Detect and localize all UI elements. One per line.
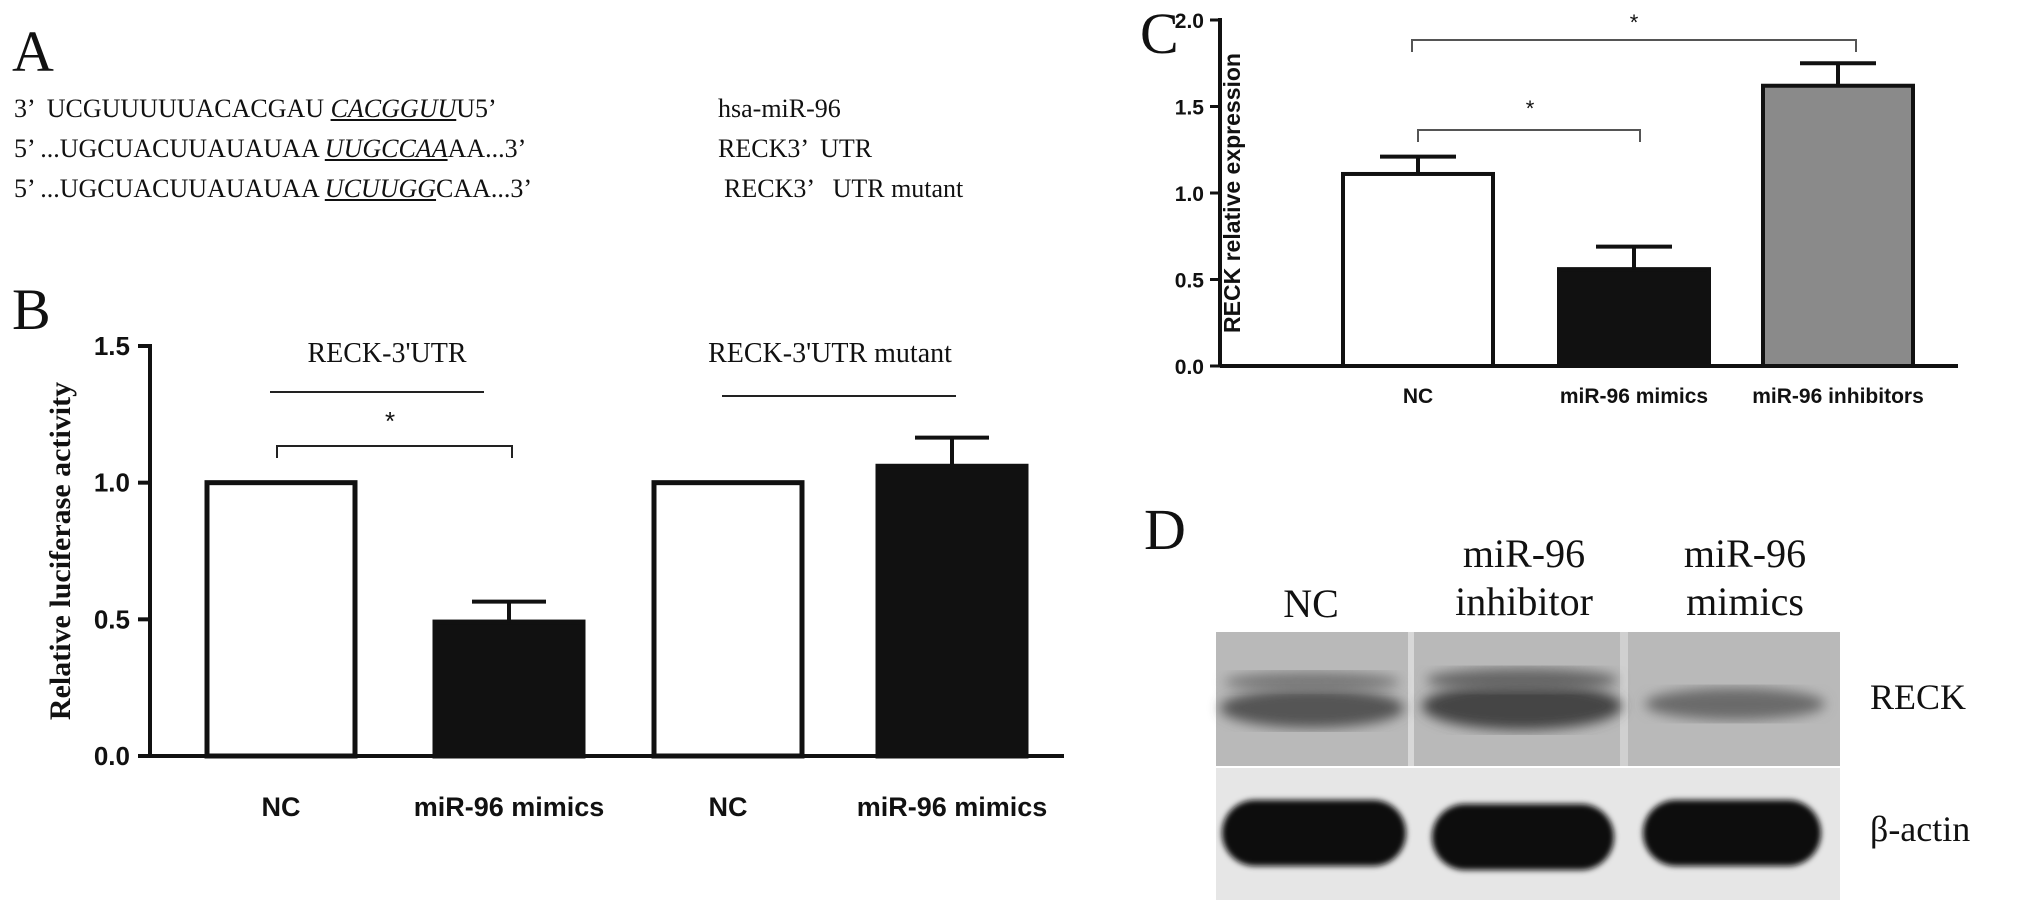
y-tick-label: 0.0 — [94, 741, 130, 771]
actin-bands — [1222, 800, 1821, 870]
luciferase-bar-chart: 0.0 0.5 1.0 1.5 Relative luciferase activity… — [44, 331, 1064, 822]
row-label-actin: β-actin — [1870, 809, 1971, 849]
lane-label-mimics: miR-96 mimics — [1683, 531, 1807, 624]
panel-c-letter: C — [1140, 1, 1179, 66]
sequence-suffix: CAA...3’ — [436, 174, 533, 203]
x-tick-label: miR-96 mimics — [414, 792, 605, 822]
x-tick-label: miR-96 mimics — [1560, 385, 1708, 408]
panel-d-letter: D — [1144, 497, 1186, 562]
y-axis-label: RECK relative expression — [1219, 53, 1245, 333]
y-tick-label: 1.0 — [94, 468, 130, 498]
y-tick-label: 0.0 — [1175, 356, 1204, 379]
row-label-reck: RECK — [1870, 677, 1967, 717]
lane-label-inhibitor: miR-96 inhibitor — [1455, 531, 1593, 624]
x-tick-label: NC — [1403, 385, 1433, 408]
reck-expression-bar-chart: 0.0 0.5 1.0 1.5 2.0 RECK relative expression N… — [1175, 10, 1958, 408]
x-tick-label: miR-96 inhibitors — [1752, 385, 1924, 408]
sequence-label: RECK3’ UTR — [718, 134, 873, 163]
sequence-label: hsa-miR-96 — [718, 94, 841, 123]
sequence-suffix: U5’ — [456, 94, 497, 123]
panel-b-letter: B — [12, 277, 51, 342]
significance-mark: * — [1630, 10, 1639, 35]
significance-bracket — [276, 445, 513, 458]
bar — [432, 619, 586, 759]
sequence-prefix: 5’ ...UGCUACUUAUAUAA — [14, 134, 325, 163]
y-axis-label: Relative luciferase activity — [44, 382, 77, 720]
reck-bands — [1220, 668, 1825, 730]
x-tick-label: NC — [709, 792, 748, 822]
y-tick-label: 1.5 — [1175, 97, 1205, 120]
seed-site: UCUUGG — [324, 174, 437, 203]
y-tick-label: 1.0 — [1175, 183, 1204, 206]
sequence-prefix: 5’ ...UGCUACUUAUAUAA — [14, 174, 325, 203]
sequence-row: 3’ UCGUUUUUACACGAU CACGGUUU5’ — [14, 94, 497, 124]
lane-label-nc: NC — [1283, 581, 1339, 626]
y-tick-label: 1.5 — [94, 331, 130, 361]
bar — [204, 480, 358, 759]
x-tick-label: NC — [262, 792, 301, 822]
sequence-row: 5’ ...UGCUACUUAUAUAA UUGCCAAAA...3’ — [14, 134, 526, 164]
sequence-row: 5’ ...UGCUACUUAUAUAA UCUUGGCAA...3’ — [14, 174, 532, 204]
sequence-suffix: AA...3’ — [447, 134, 527, 163]
significance-bracket — [1411, 39, 1857, 52]
bar — [1557, 267, 1711, 368]
group-label: RECK-3'UTR — [307, 338, 466, 369]
significance-bracket — [1417, 129, 1641, 142]
bar — [1761, 83, 1915, 369]
sequence-prefix: 3’ UCGUUUUUACACGAU — [14, 94, 331, 123]
significance-mark: * — [1526, 96, 1535, 121]
significance-mark: * — [385, 406, 395, 436]
bar — [651, 480, 805, 759]
y-tick-label: 2.0 — [1175, 10, 1204, 33]
x-tick-label: miR-96 mimics — [857, 792, 1048, 822]
group-label: RECK-3'UTR mutant — [708, 338, 952, 369]
seed-site: UUGCCAA — [324, 134, 448, 163]
y-tick-label: 0.5 — [94, 604, 130, 634]
panel-a-letter: A — [12, 19, 54, 84]
sequence-label: RECK3’ UTR mutant — [724, 174, 964, 203]
seed-site: CACGGUU — [330, 94, 457, 123]
y-tick-label: 0.5 — [1175, 270, 1205, 293]
